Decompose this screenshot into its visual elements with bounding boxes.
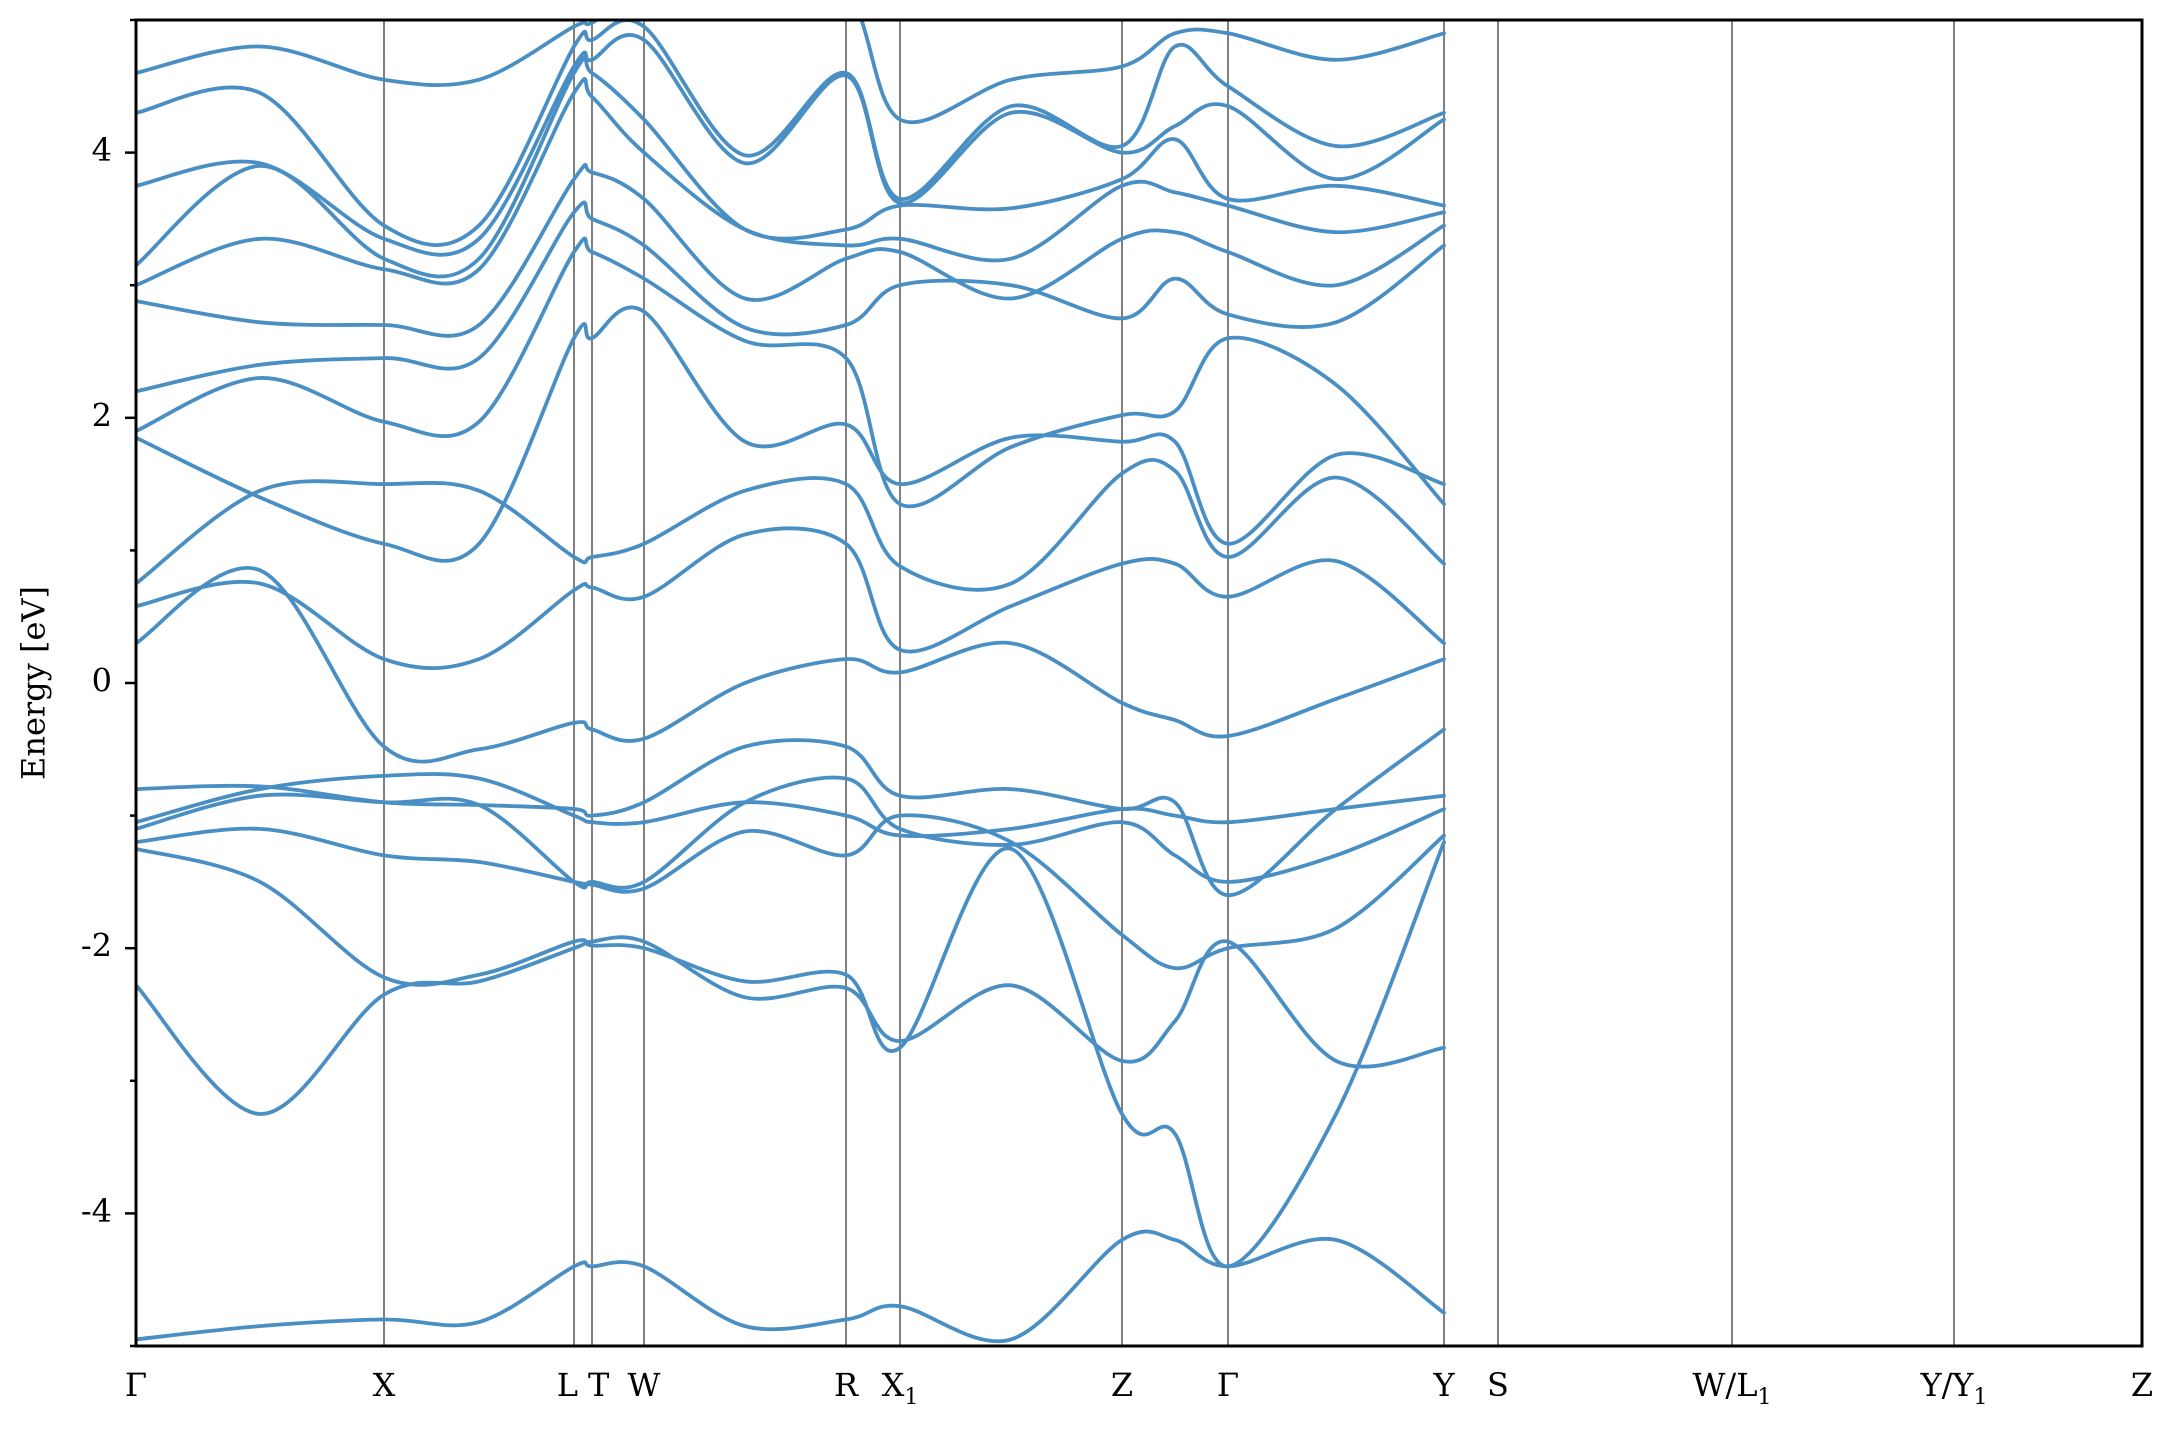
band-line xyxy=(136,458,1446,592)
band-line xyxy=(136,20,1446,125)
band-line xyxy=(136,163,1446,338)
band-line xyxy=(136,20,1446,247)
x-tick-label: X xyxy=(373,1366,396,1404)
y-tick-label: 4 xyxy=(92,131,112,169)
band-line xyxy=(136,526,1446,671)
band-line xyxy=(136,772,1446,838)
x-tick-label: W xyxy=(628,1366,661,1404)
band-line xyxy=(136,305,1446,563)
y-axis-label: Energy [eV] xyxy=(15,586,53,780)
high-symmetry-lines xyxy=(383,20,1955,1346)
band-line xyxy=(136,1229,1446,1344)
x-tick-label: T xyxy=(588,1366,610,1404)
x-tick-label: Y xyxy=(1432,1366,1455,1404)
y-tick-label: -4 xyxy=(81,1192,112,1230)
band-line xyxy=(136,840,1446,1269)
x-tick-label: Y/Y1 xyxy=(1919,1366,1987,1410)
band-line xyxy=(136,566,1446,764)
x-tick-label: X1 xyxy=(882,1366,919,1410)
band-line xyxy=(136,727,1446,898)
band-line xyxy=(136,935,1446,1116)
x-tick-label: Z xyxy=(1111,1366,1133,1404)
band-line xyxy=(136,813,1446,971)
band-line xyxy=(136,55,1446,279)
plot-frame xyxy=(134,18,2144,1348)
x-tick-label: Γ xyxy=(125,1366,147,1404)
y-tick-label: 0 xyxy=(92,662,112,700)
band-line xyxy=(136,33,1446,257)
x-axis: Γ X L T W R X1 Z Γ Y S W/L1 Y/Y1 Z xyxy=(125,1366,2153,1410)
x-tick-label: Γ xyxy=(1217,1366,1239,1404)
x-tick-label: W/L1 xyxy=(1693,1366,1772,1410)
band-line xyxy=(136,77,1446,288)
x-tick-label: Z xyxy=(2131,1366,2153,1404)
x-tick-label: L xyxy=(557,1366,578,1404)
band-line xyxy=(136,200,1446,394)
band-line xyxy=(136,236,1446,509)
x-tick-label: S xyxy=(1487,1366,1509,1404)
y-tick-label: -2 xyxy=(81,927,112,965)
band-lines xyxy=(136,20,1446,1344)
x-tick-label: R xyxy=(834,1366,859,1404)
y-tick-label: 2 xyxy=(92,396,112,434)
y-axis: -4 -2 0 2 4 xyxy=(81,18,136,1348)
